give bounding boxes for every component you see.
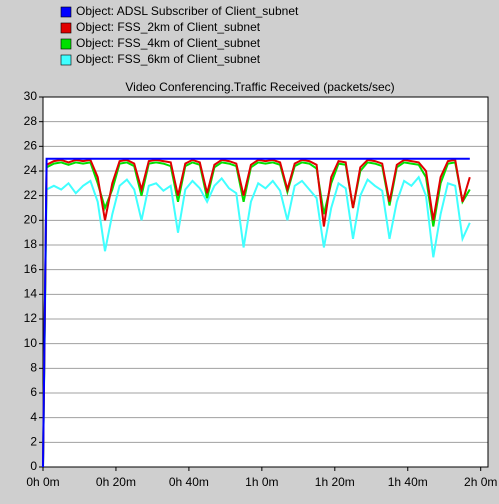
y-tick-label: 28 — [24, 114, 38, 128]
legend-swatch — [60, 38, 72, 50]
legend-swatch — [60, 54, 72, 66]
legend-label: Object: ADSL Subscriber of Client_subnet — [76, 4, 299, 18]
series-line — [42, 158, 471, 468]
legend-label: Object: FSS_2km of Client_subnet — [76, 20, 261, 34]
x-tick-label: 0h 40m — [169, 475, 209, 489]
y-tick-label: 22 — [24, 188, 38, 202]
x-tick-label: 1h 40m — [388, 475, 428, 489]
chart-title: Video Conferencing.Traffic Received (pac… — [125, 80, 394, 94]
legend-label: Object: FSS_6km of Client_subnet — [76, 52, 261, 66]
y-tick-label: 24 — [24, 163, 38, 177]
series-line — [42, 157, 470, 468]
legend-swatch — [60, 22, 72, 34]
legend-swatch — [60, 6, 72, 18]
y-tick-label: 20 — [24, 213, 38, 227]
y-tick-label: 14 — [24, 287, 38, 301]
y-tick-label: 4 — [30, 410, 37, 424]
y-tick-label: 0 — [30, 459, 37, 473]
series-line — [42, 175, 471, 468]
y-tick-label: 16 — [24, 262, 38, 276]
y-tick-label: 2 — [30, 435, 37, 449]
y-tick-label: 8 — [30, 361, 37, 375]
x-tick-label: 2h 0m — [464, 475, 497, 489]
x-tick-label: 1h 20m — [315, 475, 355, 489]
plot-frame — [42, 96, 489, 468]
y-tick-label: 12 — [24, 311, 38, 325]
x-tick-label: 1h 0m — [245, 475, 278, 489]
y-tick-label: 10 — [24, 336, 38, 350]
plot-area — [43, 97, 488, 467]
y-tick-label: 30 — [24, 89, 38, 103]
y-tick-label: 6 — [30, 385, 37, 399]
legend-label: Object: FSS_4km of Client_subnet — [76, 36, 261, 50]
y-tick-label: 18 — [24, 237, 38, 251]
y-tick-label: 26 — [24, 139, 38, 153]
x-tick-label: 0h 0m — [26, 475, 59, 489]
x-tick-label: 0h 20m — [96, 475, 136, 489]
